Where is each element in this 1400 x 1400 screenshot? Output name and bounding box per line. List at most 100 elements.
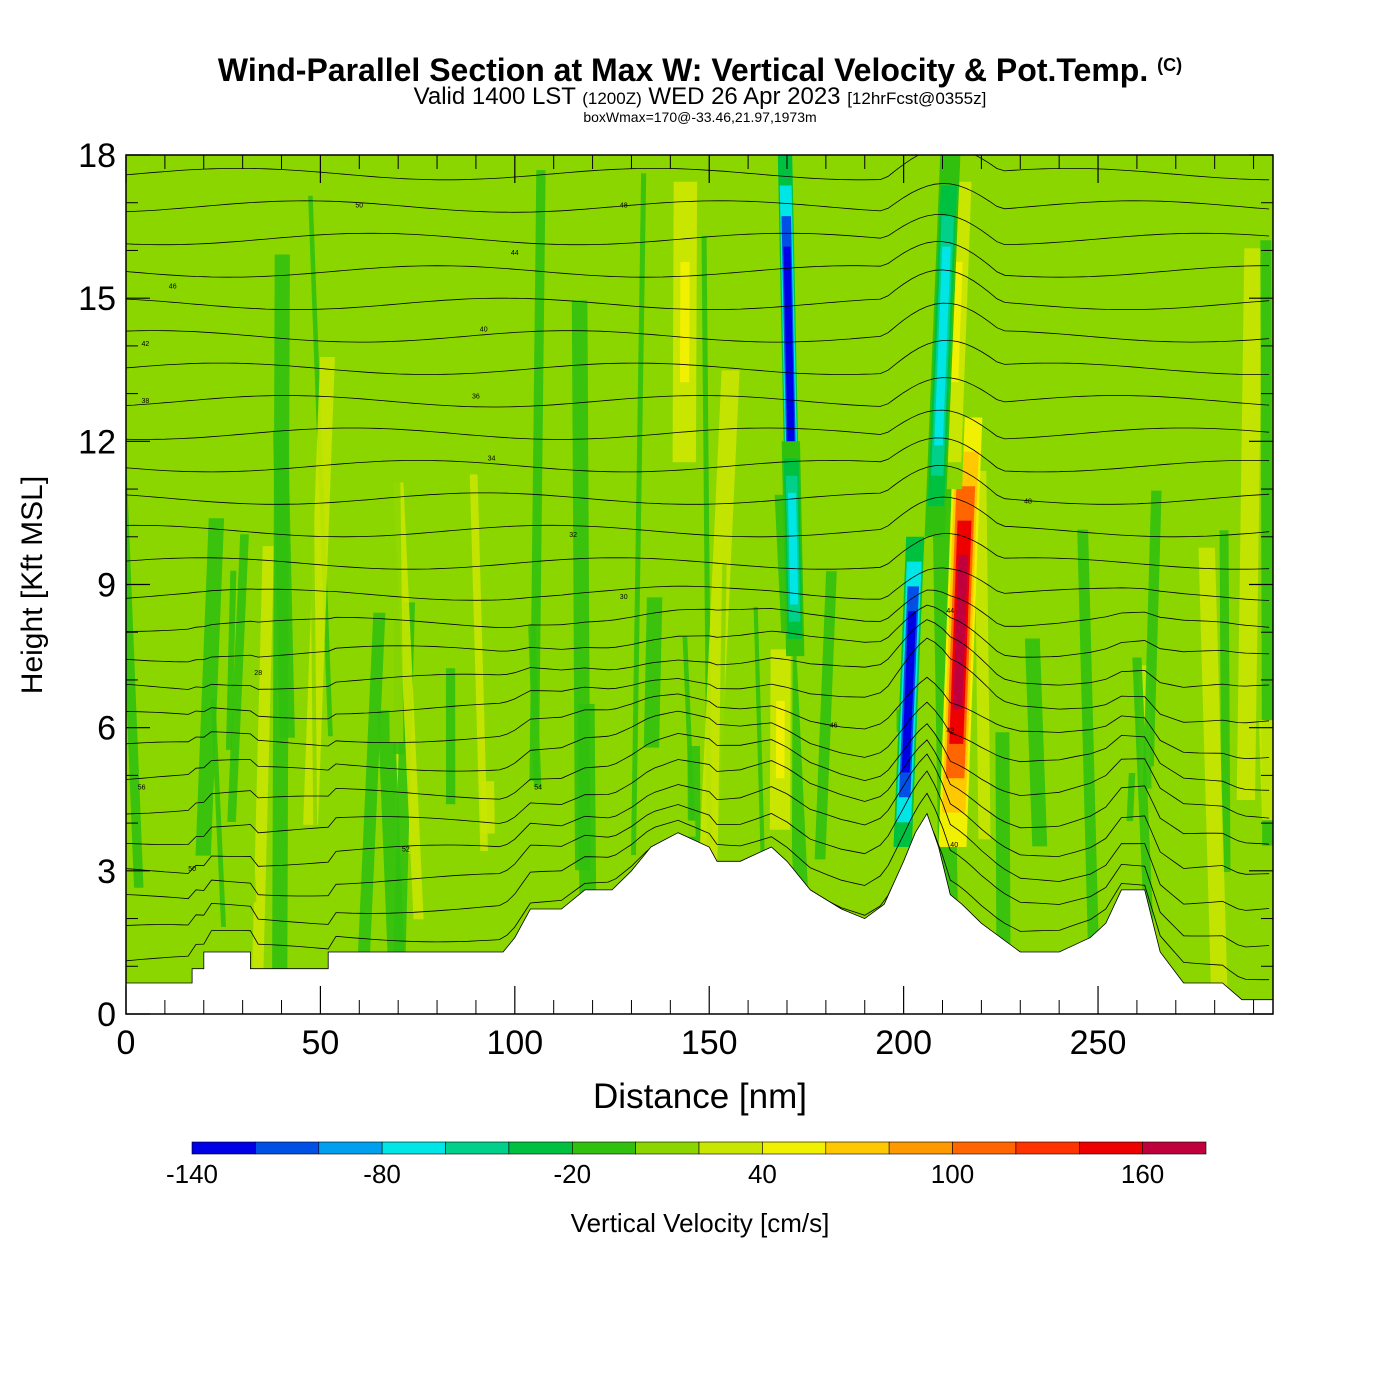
velocity-streak [684,820,696,837]
downdraft-narrow-core [783,246,795,446]
updraft-max [952,554,968,710]
velocity-streak [859,583,883,992]
isentrope-line [126,753,1270,875]
downdraft-narrow-core-lower [787,492,799,605]
isentrope-label: 50 [355,203,363,210]
velocity-streak [995,732,1011,950]
isentrope-line [126,377,1270,408]
colorbar-tick-label: 160 [1121,1159,1164,1189]
velocity-streak [469,474,488,851]
colorbar-swatch [191,1141,256,1155]
colorbar-swatch [1015,1141,1080,1155]
y-tick-label: 18 [78,137,116,175]
isentrope-label: 28 [254,670,262,677]
y-tick-label: 15 [78,280,116,318]
x-tick-label: 0 [117,1024,136,1062]
velocity-streak [132,268,163,773]
x-axis-label: Distance [nm] [593,1077,807,1116]
velocity-streak [452,383,469,993]
colorbar-tick-label: -20 [554,1159,592,1189]
isentrope-label: 48 [620,203,628,210]
colorbar-swatch [1079,1141,1144,1155]
colorbar-tick-label: 40 [748,1159,777,1189]
velocity-streak [227,534,249,822]
isentrope-line [126,464,1270,505]
downdraft-tilted-band [901,611,917,773]
velocity-streak [235,674,257,903]
velocity-streak [974,470,991,840]
colorbar-swatch [445,1141,510,1155]
velocity-streak [1132,657,1155,945]
velocity-streak [309,406,319,990]
title-main: Wind-Parallel Section at Max W: Vertical… [217,52,1149,88]
isentrope-label: 54 [534,785,542,792]
isentrope-label: 40 [480,327,488,334]
velocity-streak [1126,773,1136,822]
box-max-info: boxWmax=170@-33.46,21.97,1973m [583,109,817,125]
velocity-streak [1142,490,1162,813]
isentrope-label: 40 [950,842,958,849]
forecast-info: [12hrFcst@0355z] [847,89,987,108]
isentrope-line [126,340,1270,375]
isentrope-line [126,770,1270,911]
colorbar-swatch [952,1141,1017,1155]
velocity-streak [1236,248,1263,801]
updraft-central [679,261,690,383]
isentrope-label: 32 [569,532,577,539]
isentropes: 50 48 46 44 42 40 38 36 34 32 30 28 56 54 52 50 48 46 44 42… [126,155,1270,981]
colorbar-tick-label: -140 [166,1159,218,1189]
isentrope-line [126,619,1270,690]
colorbar-swatch [381,1141,446,1155]
colorbar-label: Vertical Velocity [cm/s] [570,1208,830,1238]
colorbar-swatch [571,1141,636,1155]
velocity-streak [355,612,386,1008]
isentrope-line [126,676,1270,760]
colorbar-swatch [635,1141,700,1155]
isentrope-line [126,604,1270,663]
velocity-features [670,155,983,847]
velocity-streak [1260,240,1273,846]
updraft-west [775,700,785,779]
isentrope-line [126,496,1270,538]
isentrope-line [126,637,1270,724]
colorbar-swatch [698,1141,763,1155]
valid-prefix: Valid 1400 LST [413,83,576,110]
colorbar-swatch [318,1141,383,1155]
velocity-streak [745,513,751,970]
velocity-streak [225,570,237,750]
velocity-streak [383,230,404,743]
colorbar-tick-label: 100 [931,1159,974,1189]
velocity-streak [1258,720,1273,821]
x-tick-label: 200 [875,1024,932,1062]
chart-title: Wind-Parallel Section at Max W: Vertical… [0,52,1400,89]
isentrope-line [126,155,1270,181]
isentrope-label: 42 [142,341,150,348]
velocity-streak [251,546,275,1012]
velocity-streak [529,170,546,781]
velocity-streak [1084,442,1115,753]
velocity-streak [1198,547,1228,990]
velocity-streak [273,430,295,738]
y-tick-label: 9 [97,567,116,605]
colorbar-swatch [888,1141,953,1155]
colorbar-swatch [762,1141,827,1155]
isentrope-label: 48 [1024,498,1032,505]
x-tick-label: 100 [486,1024,543,1062]
y-tick-label: 0 [97,996,116,1034]
isentrope-line [126,533,1270,570]
velocity-streak [480,781,495,834]
utc-time: (1200Z) [582,89,642,108]
isentrope-line [126,567,1270,601]
velocity-streak [774,494,813,988]
x-tick-label: 250 [1070,1024,1127,1062]
isentrope-label: 46 [830,723,838,730]
x-tick-label: 150 [681,1024,738,1062]
isentrope-line [126,409,1270,440]
isentrope-label: 36 [472,393,480,400]
velocity-streak [577,703,597,916]
isentrope-label: 38 [142,398,150,405]
isentrope-line [126,739,1270,845]
colorbar: -140 -80 -20 40 100 160 [166,1141,1207,1189]
